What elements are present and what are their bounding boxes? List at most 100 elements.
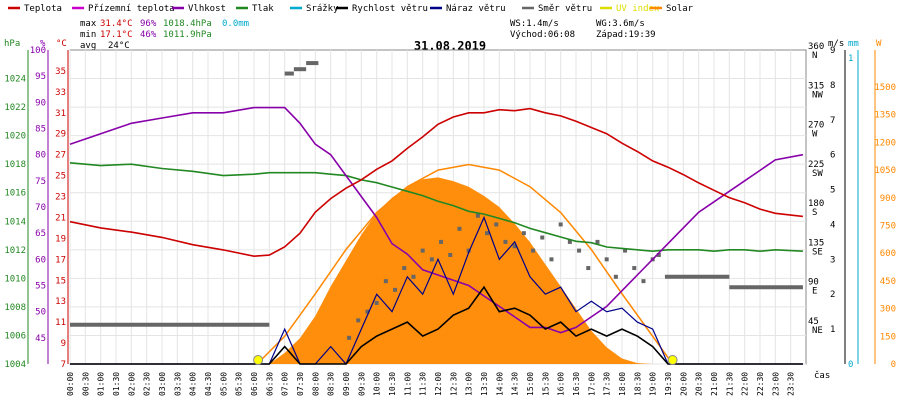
tick-x-9: 04:30 (204, 372, 213, 396)
tick-dir-name-4: SW (812, 169, 823, 179)
tick-w-4: 600 (880, 249, 896, 259)
legend-label-1: Přízemní teplota (88, 4, 175, 14)
tick-dir-name-0: NE (812, 326, 823, 336)
wind-dir-point-25 (577, 248, 582, 253)
series-teplota (69, 107, 803, 258)
legend-label-8: UV index (616, 4, 660, 14)
tick-x-13: 06:30 (265, 372, 274, 396)
tick-degc-10: 27 (55, 151, 66, 161)
tick-x-44: 22:00 (741, 372, 750, 396)
tick-x-42: 21:00 (710, 372, 719, 396)
tick-x-35: 17:30 (603, 372, 612, 396)
tick-x-19: 09:30 (357, 372, 366, 396)
wind-dir-point-12 (457, 226, 462, 231)
tick-pct-4: 65 (35, 229, 46, 239)
tick-degc-1: 9 (61, 339, 66, 349)
tick-x-6: 03:00 (158, 372, 167, 396)
stat-min-press: 1011.9hPa (163, 30, 212, 40)
tick-pct-3: 60 (35, 255, 46, 265)
tick-pct-1: 50 (35, 308, 46, 318)
series-solar-max (256, 163, 674, 365)
tick-x-15: 07:30 (296, 372, 305, 396)
legend-label-7: Směr větru (538, 4, 592, 14)
tick-degc-14: 35 (55, 67, 66, 77)
wind-dir-point-8 (420, 248, 425, 253)
tick-x-14: 07:00 (281, 372, 290, 396)
ticks: 1004100610081010101210141016101810201022… (4, 42, 896, 396)
unit-hpa: hPa (4, 39, 20, 49)
tick-x-11: 05:30 (235, 372, 244, 396)
tick-dir-deg-0: 45 (808, 317, 819, 327)
tick-x-34: 17:00 (587, 372, 596, 396)
wind-dir-point-5 (393, 287, 398, 292)
tick-hpa-9: 1022 (4, 103, 26, 113)
wind-dir-point-14 (475, 213, 480, 218)
wind-dir-point-27 (595, 239, 600, 244)
legend: Teplota Přízemní teplota Vlhkost Tlak Srážky… (8, 4, 694, 14)
stat-avg-label: avg (80, 41, 96, 51)
tick-ms-0: 1 (830, 325, 835, 335)
tick-x-7: 03:30 (173, 372, 182, 396)
wind-dir-point-32 (641, 279, 646, 284)
tick-pct-0: 45 (35, 334, 46, 344)
wind-dir-point-0 (347, 335, 352, 340)
tick-x-32: 16:00 (557, 372, 566, 396)
tick-x-5: 02:30 (143, 372, 152, 396)
series-rychlost (70, 285, 803, 365)
tick-x-33: 16:30 (572, 372, 581, 396)
tick-w-2: 300 (880, 305, 896, 315)
tick-x-1: 00:30 (81, 372, 90, 396)
tick-x-16: 08:00 (311, 372, 320, 396)
legend-label-9: Solar (666, 4, 694, 14)
axis-units: hPa % °C m/s mm W čas (4, 39, 882, 381)
tick-x-45: 22:30 (756, 372, 765, 396)
tick-hpa-7: 1018 (4, 160, 26, 170)
stat-max-temp: 31.4°C (100, 19, 133, 29)
legend-label-3: Tlak (252, 4, 274, 14)
tick-ms-3: 4 (830, 220, 835, 230)
wind-dir-point-18 (512, 244, 517, 249)
stat-max-hum: 96% (140, 19, 157, 29)
wind-dir-point-15 (485, 231, 490, 236)
tick-x-30: 15:00 (526, 372, 535, 396)
tick-dir-deg-5: 270 (808, 121, 824, 131)
tick-w-6: 900 (880, 194, 896, 204)
tick-x-0: 00:00 (66, 372, 75, 396)
tick-x-43: 21:30 (725, 372, 734, 396)
series-vlhkost (69, 106, 804, 334)
wind-dir-point-22 (549, 257, 554, 262)
wind-dir-point-3 (374, 300, 379, 305)
tick-degc-0: 7 (61, 360, 66, 370)
tick-hpa-3: 1010 (4, 274, 26, 284)
stat-sunrise: Východ:06:08 (510, 30, 575, 40)
wind-dir-point-23 (558, 222, 563, 227)
tick-x-40: 20:00 (679, 372, 688, 396)
tick-dir-name-5: W (812, 130, 818, 140)
tick-w-5: 750 (880, 221, 896, 231)
unit-pct: % (40, 39, 46, 49)
legend-label-6: Náraz větru (446, 4, 506, 14)
tick-pct-11: 100 (30, 46, 46, 56)
tick-x-12: 06:00 (250, 372, 259, 396)
tick-mm-1: 1 (848, 54, 853, 64)
plots (69, 61, 804, 366)
legend-label-5: Rychlost větru (352, 4, 428, 14)
tick-dir-deg-1: 90 (808, 278, 819, 288)
sunrise-marker (253, 355, 264, 365)
stat-rain: 0.0mm (222, 19, 249, 29)
unit-w: W (876, 39, 882, 49)
legend-label-2: Vlhkost (188, 4, 226, 14)
unit-ms: m/s (828, 39, 844, 49)
tick-w-3: 450 (880, 277, 896, 287)
tick-ms-2: 3 (830, 255, 835, 265)
tick-x-25: 12:30 (449, 372, 458, 396)
tick-degc-2: 11 (55, 318, 66, 328)
stat-max-press: 1018.4hPa (163, 19, 212, 29)
series-tlak (69, 162, 803, 253)
stat-min-label: min (80, 30, 96, 40)
wind-dir-point-6 (402, 266, 407, 271)
tick-x-18: 09:00 (342, 372, 351, 396)
wind-dir-point-11 (448, 252, 453, 257)
